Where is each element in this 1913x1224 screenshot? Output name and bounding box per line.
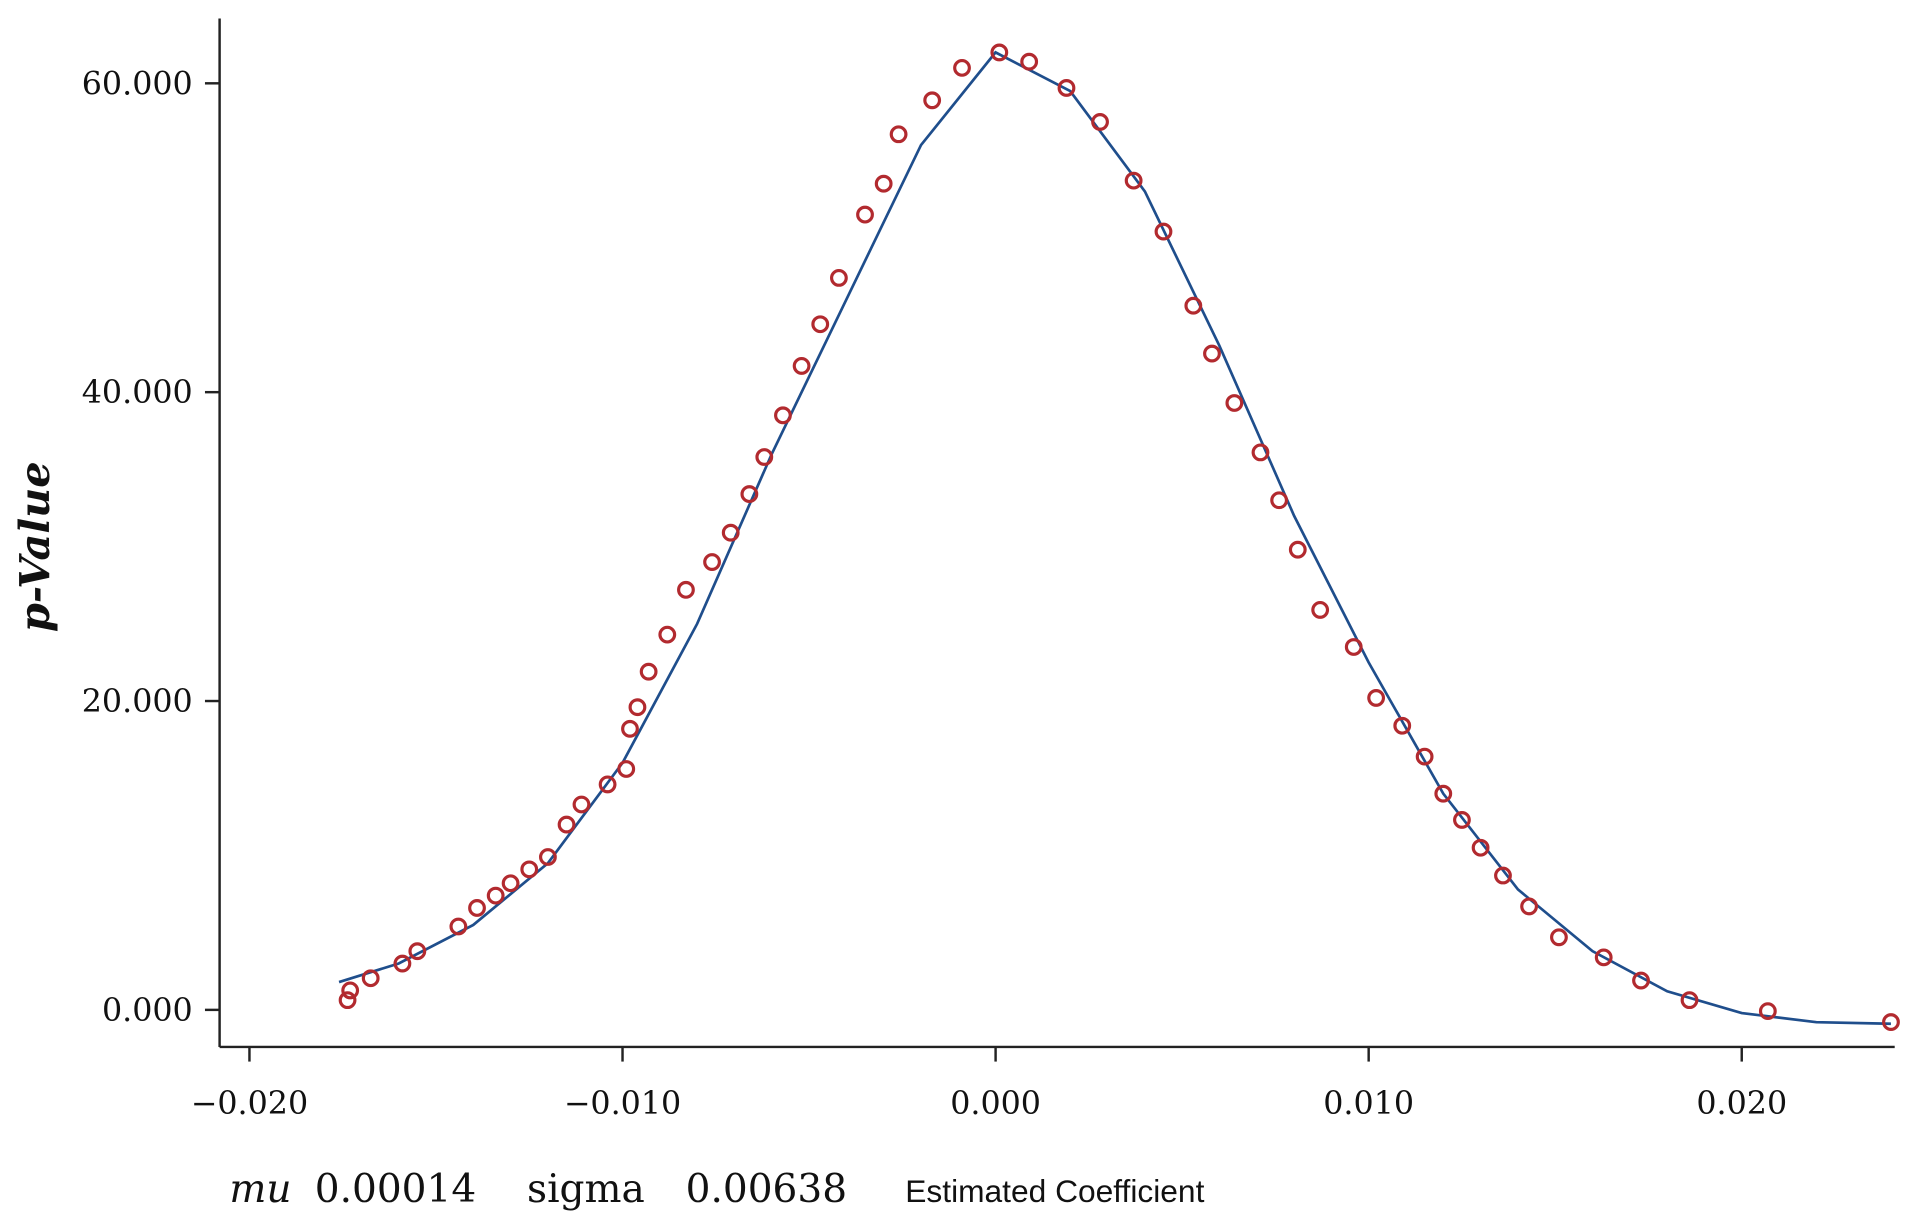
point <box>1124 171 1143 190</box>
point <box>468 899 486 917</box>
point <box>1494 866 1512 885</box>
point <box>449 917 468 936</box>
point <box>617 760 636 778</box>
point <box>557 815 576 834</box>
annotation: sigma <box>527 1167 645 1212</box>
annotation: 0.00014 <box>315 1167 476 1212</box>
point <box>1520 897 1538 916</box>
x-tick-label: 0.020 <box>1696 1086 1787 1122</box>
fit-line <box>338 50 1891 1026</box>
point <box>1344 638 1363 656</box>
point <box>856 205 874 224</box>
point <box>774 406 792 425</box>
point <box>598 775 617 794</box>
point <box>1453 811 1471 829</box>
annotation: 0.00638 <box>686 1167 847 1212</box>
point <box>572 795 591 814</box>
point <box>874 174 893 193</box>
point <box>740 485 759 503</box>
point <box>755 448 774 466</box>
point <box>811 315 830 334</box>
point <box>1288 540 1307 559</box>
point <box>1020 52 1039 71</box>
point <box>1415 747 1434 766</box>
point <box>639 662 658 681</box>
x-axis-label: Estimated Coefficient <box>905 1173 1204 1209</box>
point <box>1550 928 1568 947</box>
point <box>923 91 942 110</box>
point <box>721 523 740 542</box>
point <box>703 553 721 571</box>
y-tick-label: 20.000 <box>82 684 193 720</box>
point <box>829 268 848 287</box>
point <box>1184 296 1203 315</box>
point <box>1270 491 1289 510</box>
y-axis-label: p-Value <box>10 461 59 632</box>
point <box>486 886 505 905</box>
point <box>1251 443 1270 462</box>
point <box>1311 601 1330 619</box>
x-tick-label: 0.010 <box>1323 1086 1414 1122</box>
point <box>658 625 677 644</box>
point <box>1367 689 1386 707</box>
point <box>1632 971 1650 990</box>
x-tick-label: 0.000 <box>950 1086 1041 1122</box>
point <box>1393 716 1412 735</box>
point <box>1434 784 1453 803</box>
point <box>408 942 427 961</box>
point <box>792 357 811 375</box>
annotation: mu <box>229 1167 291 1212</box>
y-tick-label: 0.000 <box>102 993 193 1029</box>
point <box>361 969 380 988</box>
point <box>1203 344 1221 363</box>
point <box>677 580 695 599</box>
point <box>1680 991 1699 1010</box>
point <box>1882 1013 1900 1031</box>
point <box>621 719 639 738</box>
point <box>501 874 520 893</box>
x-tick-label: −0.020 <box>191 1086 308 1122</box>
point <box>1225 394 1244 412</box>
point <box>1471 838 1490 857</box>
point <box>539 848 557 866</box>
point <box>990 43 1009 62</box>
y-tick-label: 40.000 <box>82 375 193 411</box>
point <box>1758 1002 1777 1021</box>
point <box>1057 79 1076 97</box>
point <box>889 125 908 144</box>
point <box>393 954 412 973</box>
point <box>953 58 971 77</box>
point <box>1091 113 1109 131</box>
y-tick-label: 60.000 <box>82 66 193 102</box>
point <box>341 981 360 1000</box>
x-tick-label: −0.010 <box>564 1086 681 1122</box>
point <box>1154 222 1173 241</box>
point <box>338 991 357 1010</box>
point <box>628 698 647 717</box>
point <box>1594 948 1613 967</box>
point <box>520 860 539 879</box>
